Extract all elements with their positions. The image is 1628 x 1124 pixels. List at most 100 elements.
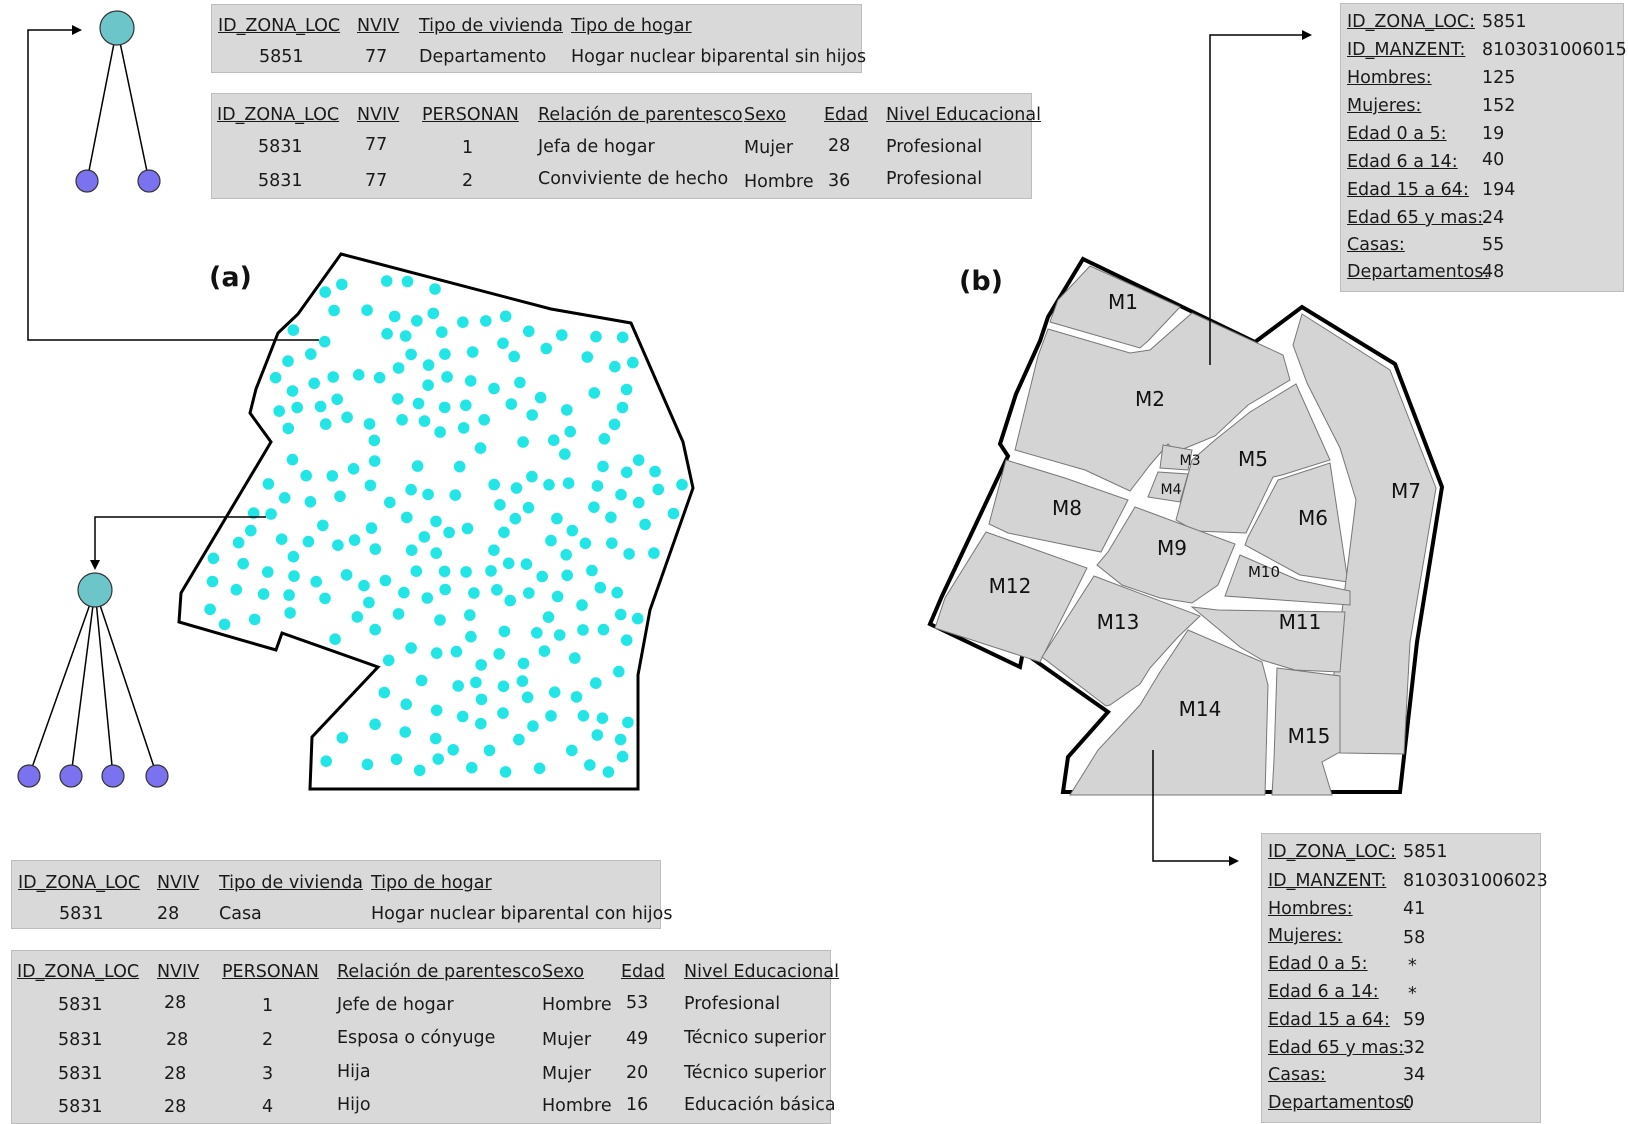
- household-dot: [436, 326, 448, 338]
- block-label-m1: M1: [1108, 290, 1138, 314]
- household-dot: [588, 501, 600, 513]
- table-cell: 49: [626, 1029, 649, 1049]
- household-dot: [443, 526, 455, 539]
- block-m4: [1147, 471, 1189, 503]
- field-label: Edad 65 y mas:: [1268, 1038, 1405, 1058]
- household-dot: [513, 733, 525, 746]
- household-dot: [597, 623, 610, 636]
- field-value: 5851: [1482, 12, 1527, 32]
- household-dot: [363, 418, 376, 430]
- household-dot: [340, 569, 353, 581]
- household-dot: [358, 579, 370, 592]
- household-dot: [369, 543, 382, 555]
- field-value: 55: [1482, 235, 1505, 255]
- table-cell: 5831: [258, 137, 303, 157]
- table-cell: 28: [828, 136, 851, 156]
- field-value: 58: [1403, 928, 1426, 948]
- household-dot: [608, 418, 621, 431]
- table-cell: 16: [626, 1095, 649, 1115]
- household-dot: [399, 726, 412, 738]
- table-cell: Profesional: [886, 137, 983, 157]
- household-dot: [434, 426, 446, 438]
- household-dot: [287, 324, 300, 336]
- household-dot: [480, 315, 492, 327]
- block-m13: [1041, 575, 1201, 707]
- field-value: 40: [1482, 150, 1505, 170]
- field-label: Casas:: [1268, 1065, 1326, 1085]
- household-dot: [365, 522, 378, 534]
- household-dot: [632, 496, 645, 509]
- household-dot: [369, 623, 382, 636]
- field-value: 32: [1403, 1038, 1426, 1058]
- block-label-m6: M6: [1298, 506, 1328, 530]
- household-dot: [488, 478, 501, 491]
- household-dot: [245, 524, 257, 537]
- table-cell: 28: [164, 1097, 187, 1117]
- household-dot: [418, 415, 431, 427]
- table-cell: 5831: [59, 904, 104, 924]
- panel-label-a: (a): [209, 262, 252, 293]
- household-dot: [468, 587, 480, 599]
- household-dot: [509, 512, 522, 525]
- block-m9: [1096, 506, 1236, 604]
- table-cell: Hombre: [542, 1096, 612, 1116]
- field-label: Edad 65 y mas:: [1347, 208, 1484, 228]
- table-cell: 77: [365, 47, 388, 67]
- col-header: Edad: [824, 105, 868, 125]
- col-header: NVIV: [357, 16, 400, 36]
- household-dot: [616, 331, 629, 344]
- household-dot: [363, 596, 375, 609]
- household-dot: [447, 744, 460, 756]
- household-dot: [460, 399, 472, 412]
- household-dot: [606, 537, 618, 549]
- household-dot: [590, 677, 602, 689]
- bottom-household-table: ID_ZONA_LOC NVIV Tipo de vivienda Tipo d…: [11, 860, 672, 929]
- household-dot: [591, 729, 604, 741]
- household-dot: [284, 607, 296, 619]
- col-header: ID_ZONA_LOC: [17, 962, 140, 982]
- household-dot: [429, 732, 442, 745]
- household-dot: [300, 469, 313, 482]
- household-dot: [570, 691, 583, 703]
- field-value: 24: [1482, 208, 1505, 228]
- household-dot: [605, 511, 617, 524]
- household-dot: [517, 657, 530, 670]
- household-dot: [305, 348, 317, 360]
- household-dot: [319, 286, 332, 298]
- household-dot: [514, 376, 526, 389]
- block-m8: [988, 459, 1129, 553]
- household-dot: [278, 492, 291, 504]
- household-dot: [460, 566, 472, 578]
- field-label: Edad 6 a 14:: [1347, 152, 1458, 172]
- household-dot: [439, 348, 451, 360]
- block-m1: [1049, 265, 1181, 349]
- table-cell: 2: [262, 1030, 274, 1050]
- household-dot: [464, 609, 476, 621]
- household-dot: [400, 698, 413, 711]
- col-header: NVIV: [157, 873, 200, 893]
- household-dot: [282, 355, 294, 367]
- household-dot: [405, 642, 417, 654]
- col-header: ID_ZONA_LOC: [18, 873, 141, 893]
- household-dot: [327, 371, 340, 383]
- block-label-m4: M4: [1161, 482, 1182, 498]
- household-dot: [329, 633, 341, 645]
- household-dot: [475, 717, 487, 730]
- col-header: Tipo de vivienda: [419, 16, 563, 36]
- household-dot: [390, 753, 403, 766]
- col-header: Nivel Educacional: [684, 962, 839, 982]
- household-dot: [392, 362, 405, 374]
- table-cell: Hijo: [337, 1095, 371, 1115]
- household-dot: [422, 488, 434, 501]
- household-dot: [401, 511, 413, 524]
- household-dot: [538, 645, 551, 657]
- block-label-m7: M7: [1391, 479, 1421, 503]
- tree-person-node: [145, 764, 169, 788]
- household-dot: [378, 686, 391, 699]
- household-dot: [457, 316, 469, 329]
- household-dot: [648, 547, 660, 559]
- table-cell: Profesional: [684, 994, 781, 1014]
- household-dot: [526, 470, 538, 483]
- top-persons-table: ID_ZONA_LOC NVIV PERSONAN Relación de pa…: [211, 93, 1041, 199]
- household-dot: [569, 652, 581, 664]
